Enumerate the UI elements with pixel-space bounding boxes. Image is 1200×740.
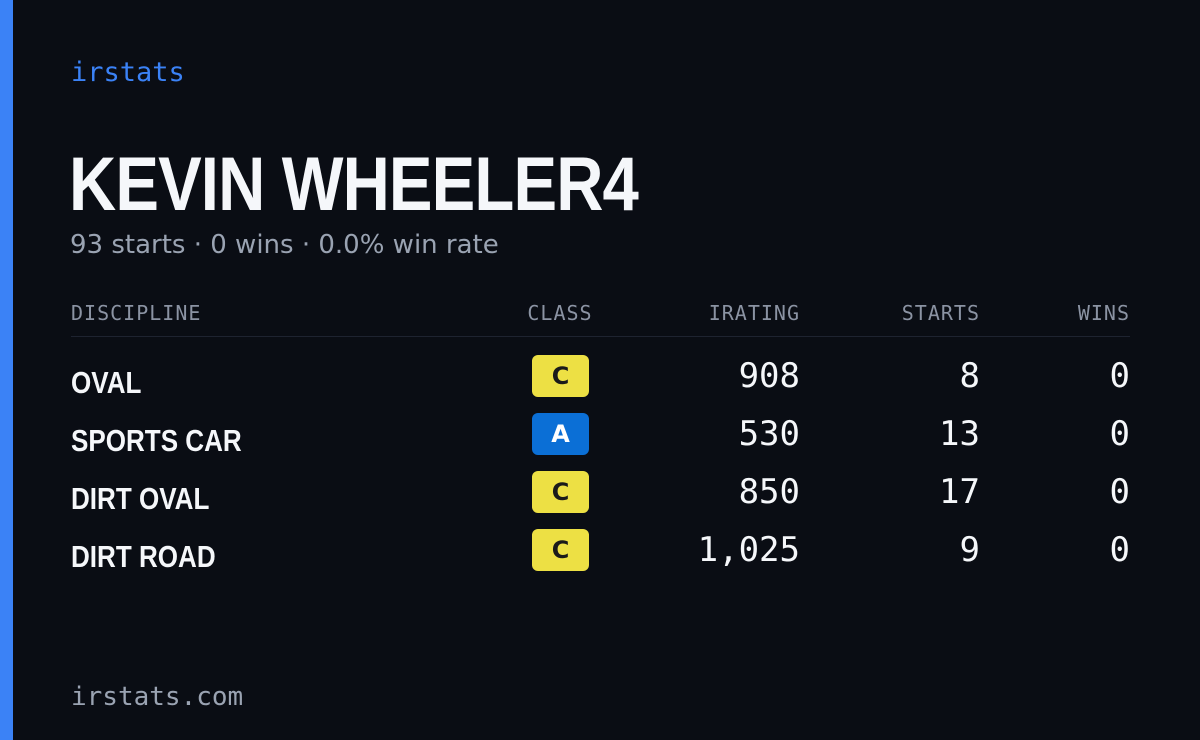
discipline-name: DIRT ROAD (71, 539, 216, 574)
header-class: CLASS (527, 301, 593, 325)
irating-value: 850 (738, 472, 800, 512)
irating-value: 908 (738, 356, 800, 396)
header-irating: IRATING (708, 301, 800, 325)
wins-value: 0 (1109, 414, 1130, 454)
table-row: DIRT ROAD C 1,025 9 0 (71, 527, 1130, 585)
class-badge: A (532, 413, 589, 455)
discipline-name: SPORTS CAR (71, 423, 242, 458)
table-body: OVAL C 908 8 0 SPORTS CAR A 530 13 0 DIR… (71, 353, 1130, 585)
class-badge: C (532, 471, 589, 513)
table-row: OVAL C 908 8 0 (71, 353, 1130, 411)
table-row: DIRT OVAL C 850 17 0 (71, 469, 1130, 527)
wins-value: 0 (1109, 472, 1130, 512)
footer-url: irstats.com (71, 682, 244, 712)
stats-table: DISCIPLINE CLASS IRATING STARTS WINS OVA… (71, 298, 1130, 585)
wins-value: 0 (1109, 530, 1130, 570)
irating-value: 530 (738, 414, 800, 454)
discipline-name: OVAL (71, 365, 142, 400)
header-discipline: DISCIPLINE (71, 301, 202, 325)
class-badge: C (532, 355, 589, 397)
driver-summary: 93 starts · 0 wins · 0.0% win rate (70, 230, 499, 260)
starts-value: 9 (959, 530, 980, 570)
irating-value: 1,025 (697, 530, 800, 570)
table-header: DISCIPLINE CLASS IRATING STARTS WINS (71, 298, 1130, 337)
header-starts: STARTS (901, 301, 980, 325)
starts-value: 13 (939, 414, 980, 454)
header-wins: WINS (1077, 301, 1130, 325)
starts-value: 17 (939, 472, 980, 512)
discipline-name: DIRT OVAL (71, 481, 210, 516)
starts-value: 8 (959, 356, 980, 396)
class-badge: C (532, 529, 589, 571)
driver-name: KEVIN WHEELER4 (69, 142, 639, 227)
brand-logo: irstats (71, 57, 185, 88)
wins-value: 0 (1109, 356, 1130, 396)
table-row: SPORTS CAR A 530 13 0 (71, 411, 1130, 469)
accent-bar (0, 0, 13, 740)
